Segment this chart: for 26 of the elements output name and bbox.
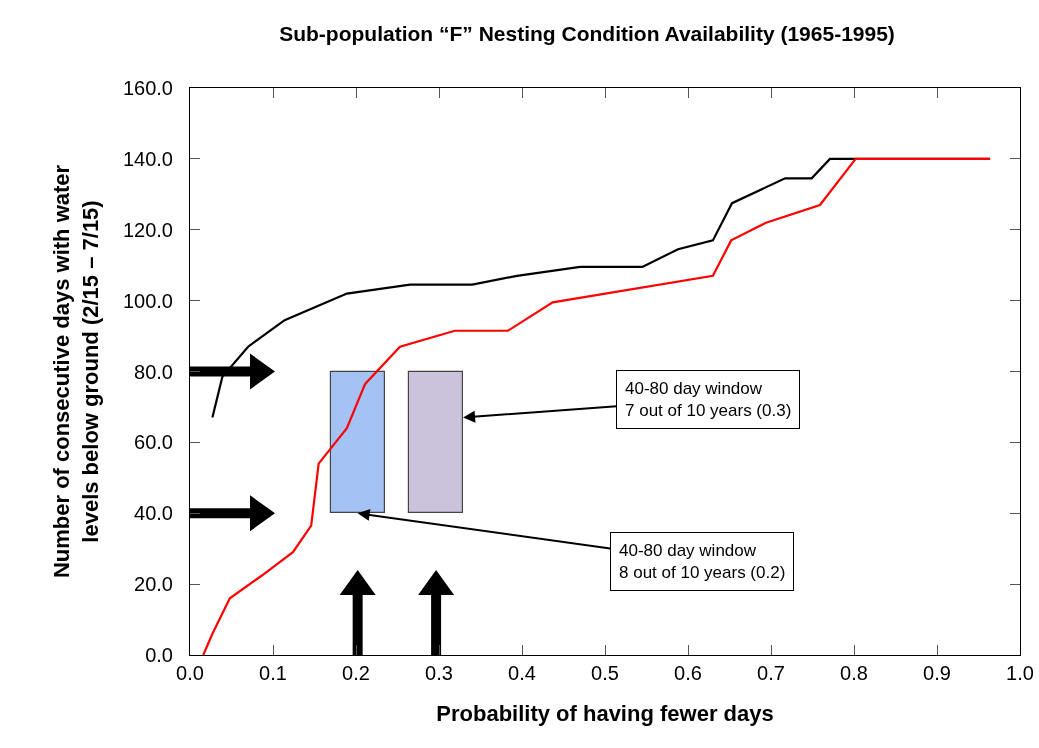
- x-tick-label: 1.0: [1006, 662, 1034, 684]
- line-series: [202, 157, 992, 655]
- x-tick-label: 0.9: [923, 662, 951, 684]
- x-tick-label: 0.6: [674, 662, 702, 684]
- x-tick-label: 0.8: [840, 662, 868, 684]
- x-tick-label: 0.2: [342, 662, 370, 684]
- annotation: 40-80 day window 8 out of 10 years (0.2): [619, 541, 786, 583]
- annotation: 40-80 day window 7 out of 10 years (0.3): [625, 379, 792, 421]
- x-tick-label: 0.4: [508, 662, 536, 684]
- x-axis-title: Probability of having fewer days: [436, 700, 774, 726]
- y-tick-label: 20.0: [134, 573, 173, 596]
- y-tick-label: 140.0: [122, 147, 173, 170]
- y-axis-title: Number of consecutive days with water levels below ground (2/15 – 7/15): [49, 164, 103, 579]
- y-tick-label: 60.0: [134, 431, 173, 454]
- y-tick-label: 80.0: [134, 360, 173, 383]
- chart-title: Sub-population “F” Nesting Condition Availability (1965-1995): [279, 21, 895, 45]
- x-tick-label: 0.3: [425, 662, 453, 684]
- x-tick-label: 0.0: [176, 662, 204, 684]
- y-tick-label: 0.0: [145, 644, 173, 666]
- x-tick-label: 0.5: [591, 662, 619, 684]
- y-tick-label: 160.0: [122, 77, 173, 99]
- y-tick-label: 120.0: [122, 218, 173, 241]
- y-tick-label: 40.0: [134, 502, 173, 525]
- x-tick-label: 0.7: [757, 662, 785, 684]
- x-tick-label: 0.1: [259, 662, 287, 684]
- y-tick-label: 100.0: [122, 289, 173, 312]
